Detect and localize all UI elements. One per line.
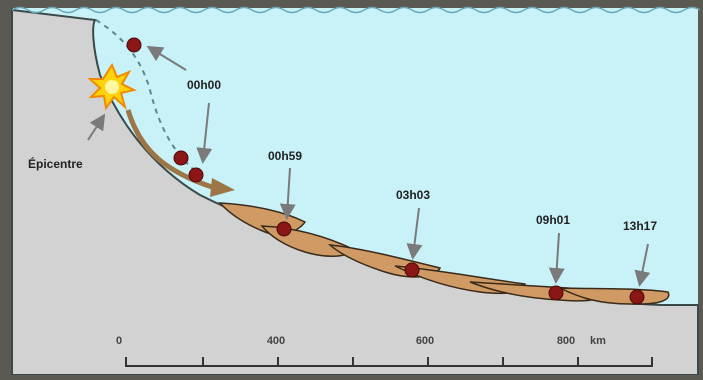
- marker-dot: [548, 285, 564, 301]
- marker-dot: [404, 262, 420, 278]
- scale-tick-label: 0: [116, 335, 122, 347]
- scale-unit: km: [590, 335, 606, 347]
- arrow-00h59: [279, 167, 296, 220]
- scale-tick-label: 800: [557, 335, 575, 347]
- arrow-09h01: [548, 232, 565, 284]
- arrow-03h03: [406, 207, 423, 260]
- flow-arrow-head: [210, 178, 235, 197]
- arrow-00h00-a: [146, 45, 187, 71]
- arrow-epicentre: [87, 113, 106, 141]
- marker-dot: [173, 150, 189, 166]
- sea-surface-waves: [11, 6, 701, 14]
- time-label-03h03: 03h03: [396, 188, 430, 202]
- arrow-13h17: [634, 243, 651, 287]
- marker-dot: [188, 167, 204, 183]
- pointer-arrows: [87, 45, 651, 287]
- scale-tick-label: 400: [267, 335, 285, 347]
- epicentre-label: Épicentre: [28, 156, 83, 171]
- time-label-00h59: 00h59: [268, 149, 302, 163]
- event-markers: [126, 37, 645, 305]
- time-label-00h00: 00h00: [187, 78, 221, 92]
- epicentre-explosion-icon: [87, 62, 137, 111]
- time-label-13h17: 13h17: [623, 219, 657, 233]
- flow-arrow: [125, 109, 216, 191]
- scale-tick-label: 600: [416, 335, 434, 347]
- diagram-panel: Épicentre 00h00 00h59 03h03 09h01 13h17 …: [11, 6, 701, 376]
- marker-dot: [276, 221, 292, 237]
- marker-dot: [126, 37, 142, 53]
- distance-scale: 0 400 600 800 km: [116, 335, 653, 367]
- marker-dot: [629, 289, 645, 305]
- arrow-00h00-b: [196, 102, 213, 164]
- time-label-09h01: 09h01: [536, 213, 570, 227]
